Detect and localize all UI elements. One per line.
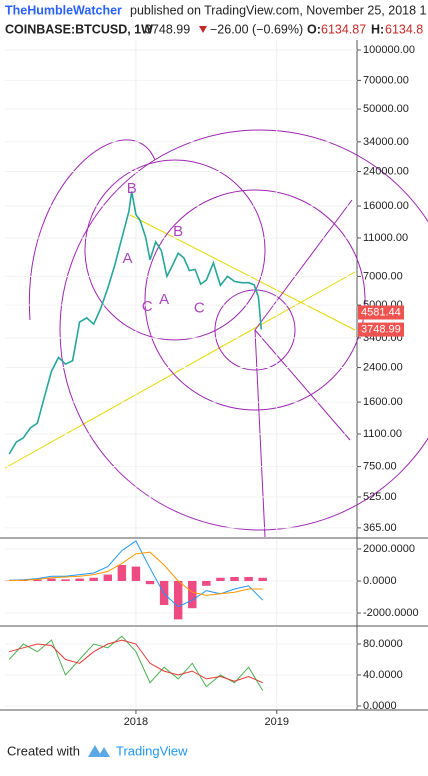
wave-label: A [122, 250, 132, 267]
histogram-bar [174, 581, 182, 619]
x-tick-label: 2018 [124, 716, 148, 728]
high: 6134.8 [385, 22, 423, 36]
histogram-bar [75, 579, 83, 581]
open: 6134.87 [321, 22, 366, 36]
wave-label: B [127, 180, 137, 197]
histogram-bar [244, 577, 252, 581]
y-tick-label: -2000.0000 [363, 607, 419, 619]
y-tick-label: 525.00 [363, 491, 397, 503]
y-tick-label: 24000.00 [363, 165, 409, 177]
y-tick-label: 7000.00 [363, 270, 403, 282]
histogram-bar [61, 579, 69, 581]
last-price: 3748.99 [145, 22, 190, 36]
open-label: O: [307, 22, 321, 36]
histogram-bar [146, 581, 154, 584]
price-label: 4581.44 [361, 306, 401, 318]
histogram-bar [230, 577, 238, 581]
y-tick-label: 34000.00 [363, 136, 409, 148]
y-tick-label: 70000.00 [363, 74, 409, 86]
wave-label: B [173, 223, 183, 240]
symbol: COINBASE:BTCUSD, 1W [5, 22, 153, 36]
y-tick-label: 80.0000 [363, 638, 403, 650]
published: published on TradingView.com, November 2… [130, 3, 427, 17]
histogram-bar [47, 579, 55, 581]
y-tick-label: 0.0000 [363, 700, 397, 712]
y-tick-label: 1600.00 [363, 396, 403, 408]
brand[interactable]: TradingView [116, 743, 188, 758]
price-label: 3748.99 [361, 323, 401, 335]
histogram-bar [89, 578, 97, 581]
y-tick-label: 365.00 [363, 522, 397, 534]
change: −26.00 (−0.69%) [210, 22, 303, 36]
wave-label: C [142, 298, 153, 315]
y-tick-label: 16000.00 [363, 200, 409, 212]
y-tick-label: 50000.00 [363, 103, 409, 115]
author[interactable]: TheHumbleWatcher [5, 3, 122, 17]
wave-label: A [159, 291, 169, 308]
histogram-bar [202, 581, 210, 586]
y-tick-label: 2400.00 [363, 361, 403, 373]
histogram-bar [132, 567, 140, 581]
y-tick-label: 2000.0000 [363, 543, 415, 555]
created-with: Created with [7, 743, 80, 758]
y-tick-label: 40.0000 [363, 669, 403, 681]
y-tick-label: 11000.00 [363, 232, 408, 244]
histogram-bar [188, 581, 196, 608]
high-label: H: [371, 22, 384, 36]
y-tick-label: 0.0000 [363, 575, 397, 587]
y-tick-label: 750.00 [363, 460, 397, 472]
histogram-bar [118, 565, 126, 581]
histogram-bar [258, 578, 266, 581]
wave-label: C [194, 300, 205, 317]
x-tick-label: 2019 [265, 716, 289, 728]
y-tick-label: 1100.00 [363, 428, 402, 440]
histogram-bar [104, 575, 112, 581]
y-tick-label: 100000.00 [363, 44, 415, 56]
histogram-bar [216, 578, 224, 581]
